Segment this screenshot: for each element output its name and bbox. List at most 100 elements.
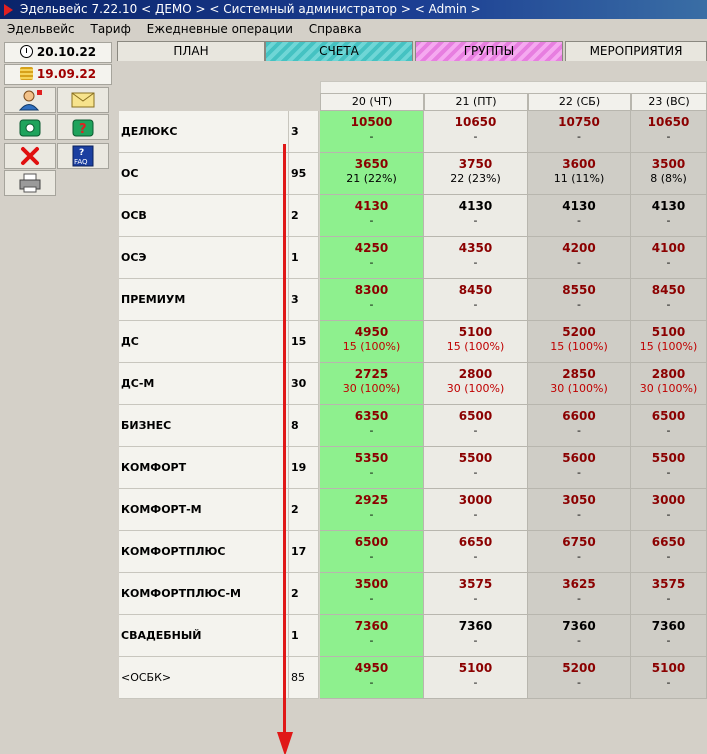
rate-cell[interactable]: 4950-	[320, 657, 424, 699]
room-type-name[interactable]: БИЗНЕС	[119, 405, 289, 447]
menu-tariff[interactable]: Тариф	[90, 22, 131, 36]
tab-accounts[interactable]: СЧЕТА	[265, 41, 413, 61]
room-type-name[interactable]: ПРЕМИУМ	[119, 279, 289, 321]
room-type-name[interactable]: ОС	[119, 153, 289, 195]
rate-cell[interactable]: 4130-	[424, 195, 528, 237]
column-header-2[interactable]: 22 (СБ)	[528, 93, 631, 111]
rate-cell[interactable]: 3500 8 (8%)	[631, 153, 707, 195]
room-type-name[interactable]: КОМФОРТПЛЮС-М	[119, 573, 289, 615]
rate-cell[interactable]: 5100 15 (100%)	[631, 321, 707, 363]
room-type-name[interactable]: КОМФОРТПЛЮС	[119, 531, 289, 573]
rate-cell[interactable]: 6750-	[528, 531, 631, 573]
rate-cell[interactable]: 3575-	[631, 573, 707, 615]
rate-cell[interactable]: 10650-	[631, 111, 707, 153]
room-type-name[interactable]: КОМФОРТ-М	[119, 489, 289, 531]
room-type-name[interactable]: <ОСБК>	[119, 657, 289, 699]
rate-cell[interactable]: 4950 15 (100%)	[320, 321, 424, 363]
svg-text:?: ?	[79, 148, 84, 158]
room-type-name[interactable]: ДС-М	[119, 363, 289, 405]
rate-cell[interactable]: 6600-	[528, 405, 631, 447]
rate-cell[interactable]: 10500-	[320, 111, 424, 153]
tab-groups[interactable]: ГРУППЫ	[415, 41, 563, 61]
rate-price: 6500	[354, 535, 389, 549]
rate-cell[interactable]: 8450-	[424, 279, 528, 321]
rate-cell[interactable]: 5500-	[631, 447, 707, 489]
rate-cell[interactable]: 3575-	[424, 573, 528, 615]
rate-cell[interactable]: 5350-	[320, 447, 424, 489]
menu-help[interactable]: Справка	[308, 22, 362, 36]
mail-button[interactable]	[57, 87, 109, 113]
rate-cell[interactable]: 8450-	[631, 279, 707, 321]
business-date-box[interactable]: 19.09.22	[4, 64, 112, 85]
rate-cell[interactable]: 10750-	[528, 111, 631, 153]
room-type-name[interactable]: ДС	[119, 321, 289, 363]
rate-cell[interactable]: 6650-	[631, 531, 707, 573]
tab-events[interactable]: МЕРОПРИЯТИЯ	[565, 41, 707, 61]
room-type-name[interactable]: ДЕЛЮКС	[119, 111, 289, 153]
rate-cell[interactable]: 6650-	[424, 531, 528, 573]
column-header-3[interactable]: 23 (ВС)	[631, 93, 707, 111]
rate-cell[interactable]: 2800 30 (100%)	[631, 363, 707, 405]
rate-cell[interactable]: 5100-	[631, 657, 707, 699]
rate-occupancy: -	[577, 424, 581, 437]
menu-daily-operations[interactable]: Ежедневные операции	[146, 22, 293, 36]
rate-cell[interactable]: 5100-	[424, 657, 528, 699]
rate-price: 3625	[562, 577, 596, 591]
room-type-name[interactable]: СВАДЕБНЫЙ	[119, 615, 289, 657]
delete-button[interactable]	[4, 143, 56, 169]
rate-cell[interactable]: 5100 15 (100%)	[424, 321, 528, 363]
rate-cell[interactable]: 4130-	[320, 195, 424, 237]
rate-price: 6650	[651, 535, 686, 549]
rate-cell[interactable]: 4350-	[424, 237, 528, 279]
rate-cell[interactable]: 8550-	[528, 279, 631, 321]
rate-cell[interactable]: 7360-	[528, 615, 631, 657]
room-type-name[interactable]: ОСЭ	[119, 237, 289, 279]
help-phone-button[interactable]: ?	[57, 114, 109, 140]
tab-plan[interactable]: ПЛАН	[117, 41, 265, 61]
rate-cell[interactable]: 7360-	[320, 615, 424, 657]
rate-cell[interactable]: 6500-	[424, 405, 528, 447]
rate-cell[interactable]: 3750 22 (23%)	[424, 153, 528, 195]
room-type-name[interactable]: КОМФОРТ	[119, 447, 289, 489]
rate-cell[interactable]: 6350-	[320, 405, 424, 447]
rate-cell[interactable]: 3600 11 (11%)	[528, 153, 631, 195]
column-header-1[interactable]: 21 (ПТ)	[424, 93, 528, 111]
rate-occupancy: -	[473, 634, 478, 647]
faq-button[interactable]: ? FAQ	[57, 143, 109, 169]
rate-cell[interactable]: 7360-	[424, 615, 528, 657]
rate-cell[interactable]: 4130-	[528, 195, 631, 237]
rate-cell[interactable]: 3000-	[424, 489, 528, 531]
faq-icon: ? FAQ	[72, 145, 94, 167]
rate-cell[interactable]: 5200 15 (100%)	[528, 321, 631, 363]
rate-cell[interactable]: 3050-	[528, 489, 631, 531]
current-date-box[interactable]: 20.10.22	[4, 42, 112, 63]
rate-cell[interactable]: 2850 30 (100%)	[528, 363, 631, 405]
rate-cell[interactable]: 3000-	[631, 489, 707, 531]
rate-cell[interactable]: 3500-	[320, 573, 424, 615]
rate-cell[interactable]: 4100-	[631, 237, 707, 279]
rate-occupancy: 15 (100%)	[446, 340, 505, 353]
rate-cell[interactable]: 4200-	[528, 237, 631, 279]
rate-cell[interactable]: 4130-	[631, 195, 707, 237]
guests-button[interactable]	[4, 87, 56, 113]
phone-button[interactable]	[4, 114, 56, 140]
rate-cell[interactable]: 7360-	[631, 615, 707, 657]
rate-cell[interactable]: 5600-	[528, 447, 631, 489]
rate-cell[interactable]: 10650-	[424, 111, 528, 153]
rate-cell[interactable]: 3625-	[528, 573, 631, 615]
rate-cell[interactable]: 4250-	[320, 237, 424, 279]
rate-cell[interactable]: 5200-	[528, 657, 631, 699]
rate-cell[interactable]: 6500-	[320, 531, 424, 573]
rate-cell[interactable]: 2800 30 (100%)	[424, 363, 528, 405]
rate-cell[interactable]: 6500-	[631, 405, 707, 447]
print-button[interactable]	[4, 170, 56, 196]
rate-cell[interactable]: 8300-	[320, 279, 424, 321]
room-type-name[interactable]: ОСВ	[119, 195, 289, 237]
rate-cell[interactable]: 5500-	[424, 447, 528, 489]
rate-price: 6500	[458, 409, 493, 423]
menu-edelweiss[interactable]: Эдельвейс	[7, 22, 75, 36]
column-header-0[interactable]: 20 (ЧТ)	[320, 93, 424, 111]
rate-cell[interactable]: 2925-	[320, 489, 424, 531]
rate-cell[interactable]: 3650 21 (22%)	[320, 153, 424, 195]
rate-cell[interactable]: 2725 30 (100%)	[320, 363, 424, 405]
